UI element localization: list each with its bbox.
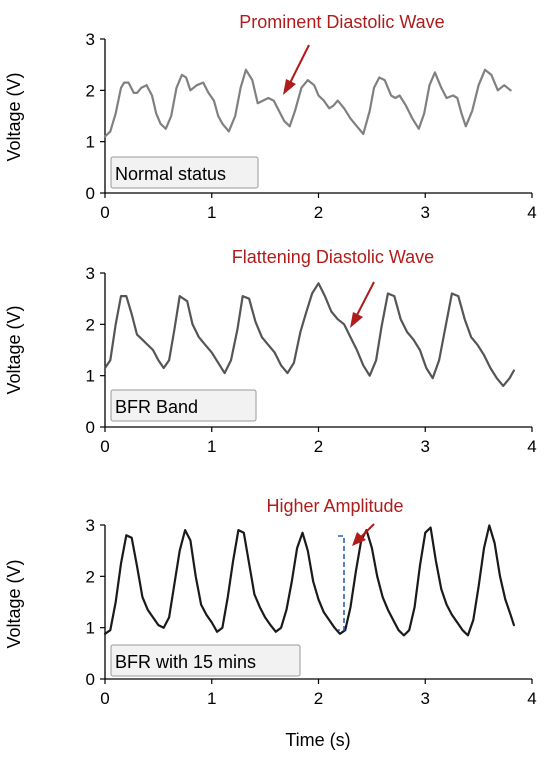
axes (100, 38, 533, 198)
annotation-arrow (356, 281, 375, 316)
x-tick-label: 3 (421, 689, 430, 708)
y-axis-title: Voltage (V) (4, 559, 24, 648)
y-axis-title: Voltage (V) (4, 305, 24, 394)
signal-line (103, 524, 516, 637)
y-tick-label: 1 (86, 133, 95, 152)
x-tick-labels: 0 1 2 3 4 (100, 203, 536, 222)
status-box: Normal status (110, 156, 259, 189)
y-tick-labels: 0 1 2 3 (86, 30, 95, 203)
annotation-arrowhead (283, 79, 296, 95)
x-tick-label: 4 (527, 437, 536, 456)
series-line (103, 68, 512, 138)
x-axis-title: Time (s) (285, 730, 350, 750)
panel-normal-status: Voltage (V) 0 1 2 3 0 1 2 3 4 Normal status Pro… (4, 12, 537, 222)
status-box: BFR Band (110, 389, 257, 422)
x-tick-label: 4 (527, 203, 536, 222)
x-tick-label: 4 (527, 689, 536, 708)
status-box: BFR with 15 mins (110, 644, 301, 677)
y-tick-label: 0 (86, 418, 95, 437)
y-tick-label: 0 (86, 670, 95, 689)
annotation-label: Higher Amplitude (266, 496, 403, 516)
panel-bfr-band: Voltage (V) 0 1 2 3 0 1 2 3 4 BFR Band Flatteni… (4, 247, 537, 456)
status-label: BFR with 15 mins (115, 652, 256, 672)
y-tick-label: 3 (86, 516, 95, 535)
status-box-frame (110, 156, 259, 189)
status-label: Normal status (115, 164, 226, 184)
annotation-arrowhead (352, 532, 366, 546)
x-tick-label: 1 (207, 689, 216, 708)
annotation: Prominent Diastolic Wave (239, 12, 445, 95)
x-tick-labels: 0 1 2 3 4 (100, 437, 536, 456)
annotation-label: Flattening Diastolic Wave (232, 247, 434, 267)
y-tick-label: 1 (86, 619, 95, 638)
y-tick-label: 1 (86, 367, 95, 386)
signal-line (103, 282, 516, 387)
x-tick-label: 2 (314, 203, 323, 222)
amplitude-bracket (338, 535, 345, 631)
status-box-frame (110, 644, 301, 677)
y-tick-label: 2 (86, 567, 95, 586)
annotation-arrow (360, 523, 375, 538)
status-label: BFR Band (115, 397, 198, 417)
x-tick-label: 3 (421, 437, 430, 456)
status-box-frame (110, 389, 257, 422)
annotation-label: Prominent Diastolic Wave (239, 12, 444, 32)
signal-line (103, 68, 512, 138)
annotation: Higher Amplitude Time (s) (266, 496, 403, 750)
series-line (103, 282, 516, 387)
y-tick-labels: 0 1 2 3 (86, 516, 95, 689)
y-tick-label: 0 (86, 184, 95, 203)
annotation: Flattening Diastolic Wave (232, 247, 434, 328)
axes (100, 272, 533, 432)
x-tick-label: 0 (100, 203, 109, 222)
x-tick-label: 0 (100, 689, 109, 708)
x-tick-label: 2 (314, 437, 323, 456)
y-tick-labels: 0 1 2 3 (86, 264, 95, 437)
annotation-arrowhead (350, 312, 363, 328)
x-tick-label: 1 (207, 437, 216, 456)
y-tick-label: 3 (86, 264, 95, 283)
x-tick-labels: 0 1 2 3 4 (100, 689, 536, 708)
x-tick-label: 2 (314, 689, 323, 708)
y-tick-label: 2 (86, 81, 95, 100)
series-line (103, 524, 516, 637)
x-tick-label: 1 (207, 203, 216, 222)
annotation-arrow (289, 44, 310, 84)
x-tick-label: 3 (421, 203, 430, 222)
y-tick-label: 3 (86, 30, 95, 49)
y-axis-title: Voltage (V) (4, 72, 24, 161)
y-tick-label: 2 (86, 315, 95, 334)
axes (100, 524, 533, 684)
x-tick-label: 0 (100, 437, 109, 456)
